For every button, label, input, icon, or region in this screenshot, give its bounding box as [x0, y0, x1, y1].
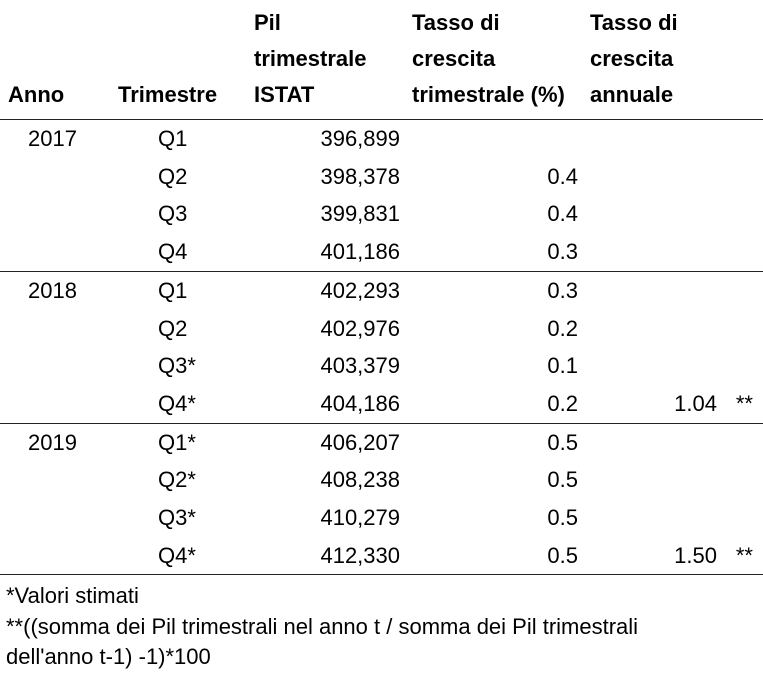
footnote-marker: **: [735, 390, 753, 416]
cell-trimestre: Q1*: [110, 422, 248, 462]
footnote-formula: **((somma dei Pil trimestrali nel anno t…: [6, 613, 639, 639]
cell-trimestre: Q2: [158, 163, 188, 189]
header-tq-line: crescita: [412, 46, 496, 71]
table-row: Q2 398,378 0.4: [0, 158, 763, 196]
table-header: Anno Trimestre Pil trimestrale ISTAT Tas…: [0, 0, 763, 120]
cell-anno: [0, 499, 110, 537]
table-row: 2018 Q1 402,293 0.3: [0, 270, 763, 310]
cell-tasso-trimestrale: 0.5: [547, 467, 578, 493]
cell-pil: 403,379: [320, 353, 400, 379]
cell-anno: [0, 310, 110, 348]
cell-tasso-annuale: [584, 310, 763, 348]
cell-trimestre: Q4*: [110, 536, 248, 576]
cell-trimestre: Q1: [158, 126, 188, 151]
header-ta-line: crescita: [590, 46, 674, 71]
cell-trimestre: Q3: [158, 201, 188, 227]
gdp-table: Anno Trimestre Pil trimestrale ISTAT Tas…: [0, 0, 763, 576]
header-ta-line: annuale: [590, 82, 674, 107]
cell-anno: [0, 158, 110, 196]
tasso-annuale-value: 1.50: [674, 542, 717, 568]
cell-anno: [0, 536, 110, 576]
cell-tasso-trimestrale: 0.4: [547, 163, 578, 189]
cell-pil: 408,238: [320, 467, 400, 493]
cell-trimestre: Q1: [110, 270, 248, 310]
cell-tasso-annuale: [584, 461, 763, 499]
header-tasso-annuale: Tasso di crescita annuale: [584, 0, 763, 120]
header-ta-line: Tasso di: [590, 10, 678, 35]
header-pil-line: trimestrale: [254, 46, 367, 71]
cell-tasso-trimestrale: 0.3: [406, 270, 584, 310]
tasso-annuale-value: 1.04: [674, 390, 717, 416]
cell-anno: [0, 195, 110, 233]
cell-tasso-annuale: [584, 499, 763, 537]
cell-tasso-trimestrale: 0.5: [406, 536, 584, 576]
table-row: 2019 Q1* 406,207 0.5: [0, 422, 763, 462]
table-body: 2017 Q1 396,899 Q2 398,378 0.4 Q3 399,83…: [0, 120, 763, 576]
cell-anno: [0, 233, 110, 271]
cell-pil: 402,976: [320, 315, 400, 341]
cell-tasso-annuale: [584, 347, 763, 385]
cell-tasso-trimestrale: 0.4: [547, 201, 578, 227]
cell-tasso-annuale: [584, 195, 763, 233]
header-pil: Pil trimestrale ISTAT: [248, 0, 406, 120]
cell-tasso-annuale: [584, 270, 763, 310]
cell-tasso-trimestrale: [406, 120, 584, 158]
cell-pil: 412,330: [248, 536, 406, 576]
header-trimestre: Trimestre: [110, 0, 248, 120]
cell-trimestre: Q4: [158, 239, 188, 265]
cell-tasso-annuale: [584, 158, 763, 196]
cell-tasso-trimestrale: 0.3: [547, 239, 578, 265]
footnote-marker: **: [735, 542, 753, 568]
table-row: Q3* 410,279 0.5: [0, 499, 763, 537]
cell-tasso-annuale: [584, 120, 763, 158]
table-row: Q4 401,186 0.3: [0, 233, 763, 271]
cell-tasso-trimestrale: 0.1: [547, 353, 578, 379]
cell-pil: 404,186: [320, 390, 400, 416]
header-tq-line: Tasso di: [412, 10, 500, 35]
cell-trimestre: Q4*: [158, 390, 196, 416]
cell-anno: [0, 347, 110, 385]
cell-trimestre: Q2*: [158, 467, 196, 493]
cell-anno: 2019: [0, 422, 110, 462]
header-tasso-trimestrale: Tasso di crescita trimestrale (%): [406, 0, 584, 120]
footnote-estimated: *Valori stimati: [6, 583, 139, 609]
cell-trimestre: Q2: [158, 315, 188, 341]
header-row: Anno Trimestre Pil trimestrale ISTAT Tas…: [0, 0, 763, 120]
cell-tasso-trimestrale: 0.2: [547, 390, 578, 416]
table-row: Q3* 403,379 0.1: [0, 347, 763, 385]
cell-trimestre: Q3*: [158, 505, 196, 531]
header-tq-line: trimestrale (%): [412, 82, 565, 107]
cell-anno: 2017: [28, 126, 77, 151]
cell-pil: 399,831: [320, 201, 400, 227]
table-row: Q3 399,831 0.4: [0, 195, 763, 233]
cell-pil: 396,899: [320, 126, 400, 151]
cell-pil: 401,186: [320, 239, 400, 265]
cell-tasso-annuale: 1.50 **: [584, 536, 763, 576]
cell-tasso-annuale: [584, 233, 763, 271]
cell-pil: 398,378: [320, 163, 400, 189]
table-row: Q4* 412,330 0.5 1.50 **: [0, 536, 763, 576]
cell-trimestre: Q3*: [158, 353, 196, 379]
cell-tasso-annuale: 1.04 **: [584, 385, 763, 423]
cell-anno: [0, 461, 110, 499]
cell-tasso-trimestrale: 0.5: [406, 422, 584, 462]
table-row: Q2* 408,238 0.5: [0, 461, 763, 499]
footnotes: *Valori stimati **((somma dei Pil trimes…: [0, 575, 758, 673]
header-pil-line: ISTAT: [254, 82, 315, 107]
table-row: 2017 Q1 396,899: [0, 120, 763, 158]
cell-pil: 410,279: [320, 505, 400, 531]
cell-tasso-trimestrale: 0.2: [547, 315, 578, 341]
cell-anno: 2018: [0, 270, 110, 310]
cell-anno: [0, 385, 110, 423]
table-row: Q4* 404,186 0.2 1.04 **: [0, 385, 763, 423]
cell-tasso-annuale: [584, 422, 763, 462]
header-pil-line: Pil: [254, 10, 281, 35]
header-anno: Anno: [0, 0, 110, 120]
cell-tasso-trimestrale: 0.5: [547, 505, 578, 531]
table-row: Q2 402,976 0.2: [0, 310, 763, 348]
cell-pil: 402,293: [248, 270, 406, 310]
cell-pil: 406,207: [248, 422, 406, 462]
footnote-formula-continued: dell'anno t-1) -1)*100: [6, 644, 211, 670]
